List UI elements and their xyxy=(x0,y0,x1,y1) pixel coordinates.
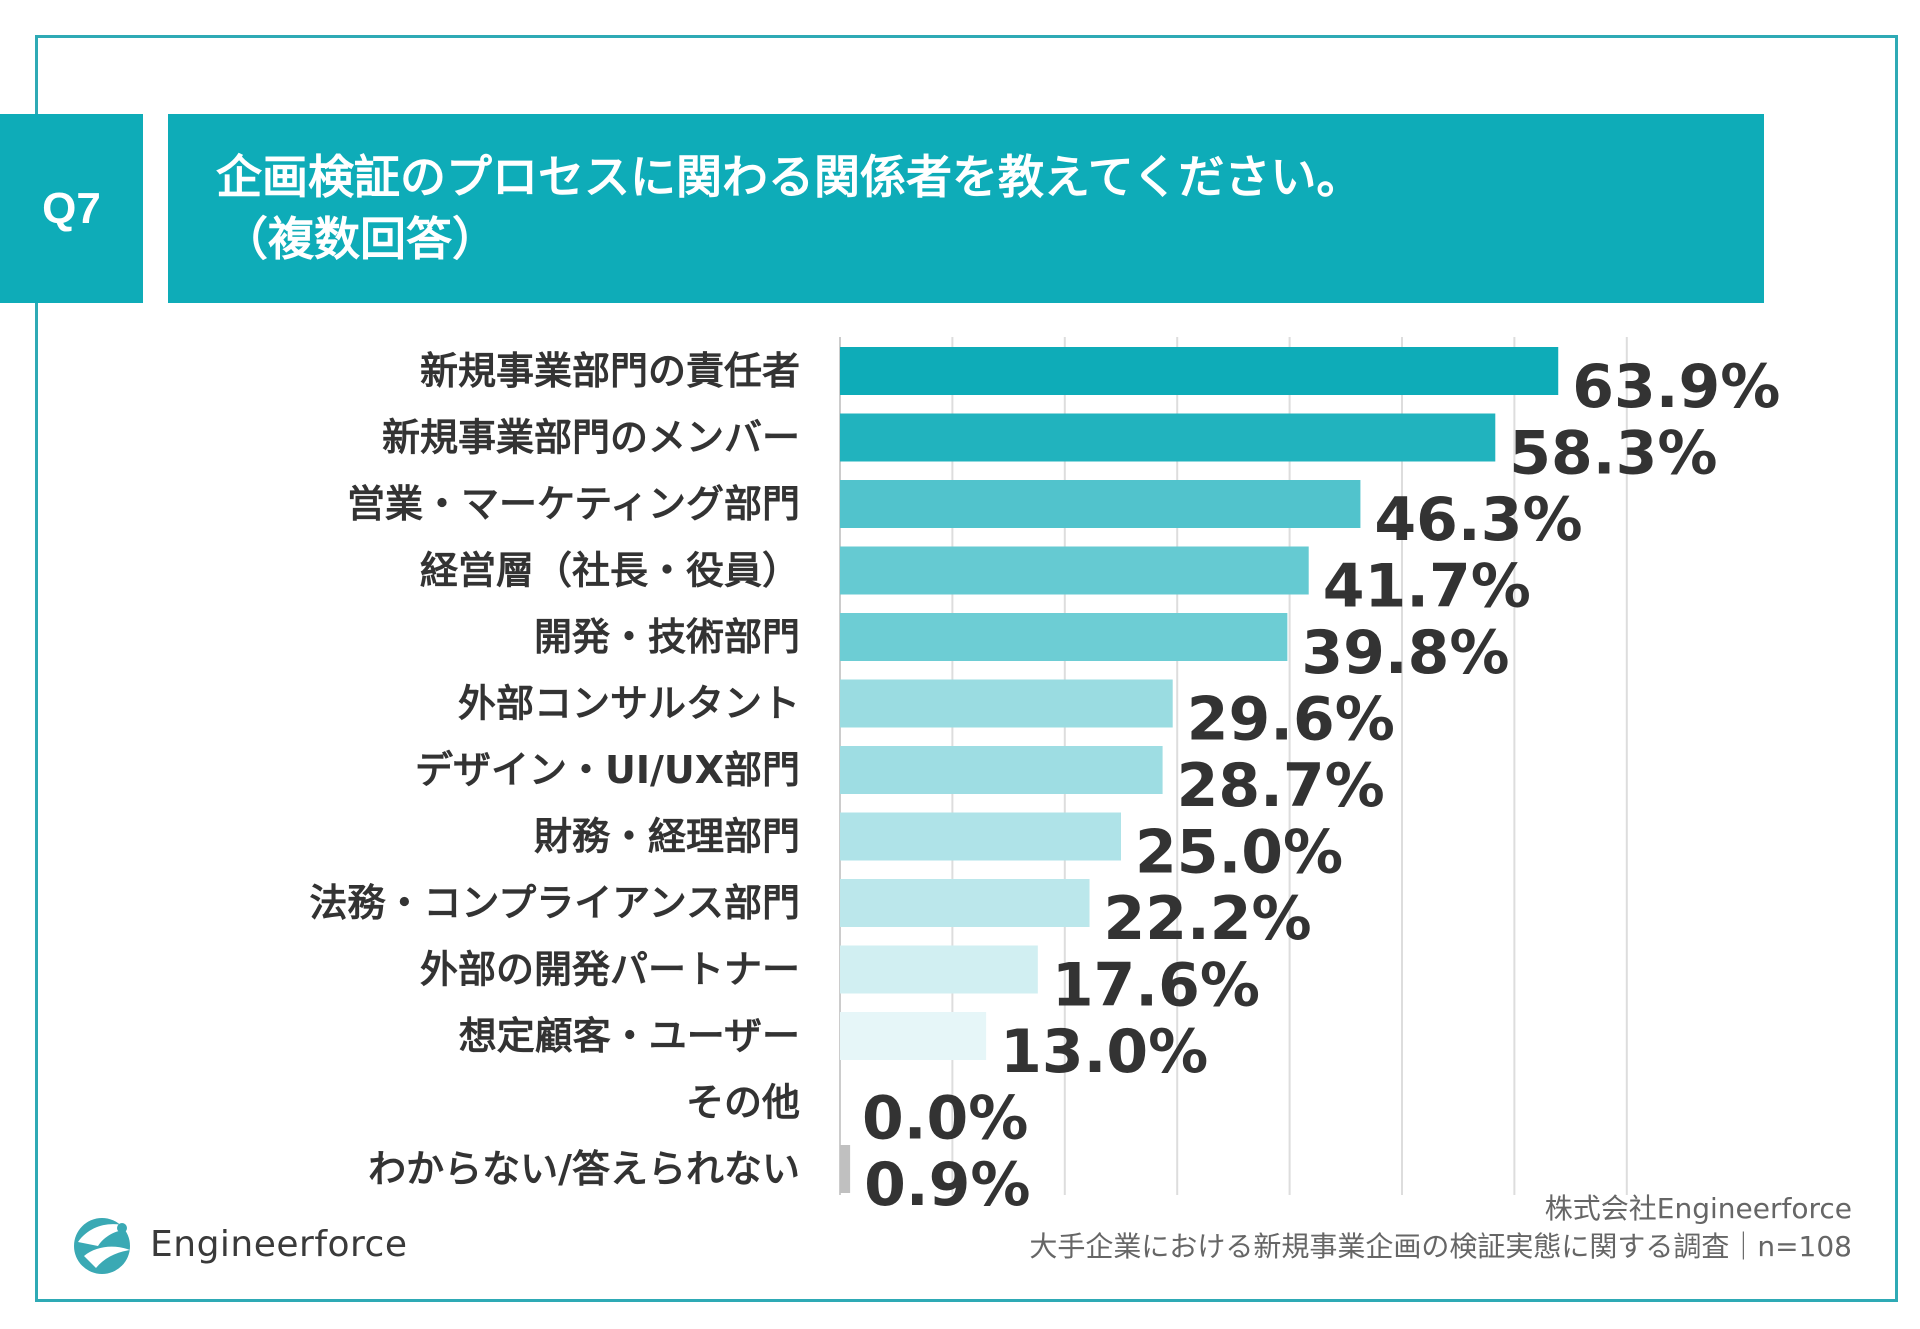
value-label: 0.0% xyxy=(862,1084,1028,1154)
logo-wordmark: Engineerforce xyxy=(150,1223,408,1265)
bars xyxy=(840,347,1559,1193)
category-label: 法務・コンプライアンス部門 xyxy=(309,881,800,925)
bar xyxy=(840,413,1496,462)
category-label: デザイン・UI/UX部門 xyxy=(415,748,800,792)
value-label: 46.3% xyxy=(1374,485,1582,555)
bar xyxy=(840,812,1121,861)
company-logo: Engineerforce xyxy=(70,1212,407,1276)
survey-info: 大手企業における新規事業企画の検証実態に関する調査｜n=108 xyxy=(1029,1230,1852,1263)
bar xyxy=(840,1145,851,1193)
category-label: その他 xyxy=(686,1081,800,1125)
category-label: 営業・マーケティング部門 xyxy=(347,482,800,526)
value-label: 58.3% xyxy=(1509,419,1717,489)
value-label: 22.2% xyxy=(1104,884,1312,954)
bar xyxy=(840,1012,987,1060)
bar xyxy=(840,945,1038,994)
bar xyxy=(840,879,1090,927)
question-title: 企画検証のプロセスに関わる関係者を教えてください。 xyxy=(216,150,1363,204)
labels: 新規事業部門の責任者 63.9% 新規事業部門のメンバー 58.3% 営業・マーケティン… xyxy=(309,349,1780,1220)
bar xyxy=(840,679,1173,728)
value-label: 41.7% xyxy=(1323,552,1531,622)
bar xyxy=(840,480,1361,528)
category-label: 新規事業部門の責任者 xyxy=(420,349,800,393)
outer-frame xyxy=(35,35,1898,1302)
question-badge: Q7 xyxy=(0,114,143,303)
category-label: 財務・経理部門 xyxy=(534,815,800,859)
bar xyxy=(840,746,1163,794)
value-label: 63.9% xyxy=(1572,352,1780,422)
value-label: 17.6% xyxy=(1052,951,1260,1021)
category-label: 外部コンサルタント xyxy=(458,682,800,726)
bar xyxy=(840,613,1288,661)
value-label: 39.8% xyxy=(1301,618,1509,688)
bar xyxy=(840,347,1559,395)
value-label: 28.7% xyxy=(1177,751,1385,821)
company-name: 株式会社Engineerforce xyxy=(1544,1192,1852,1225)
value-label: 25.0% xyxy=(1135,818,1343,888)
value-label: 0.9% xyxy=(864,1150,1030,1220)
category-label: 想定顧客・ユーザー xyxy=(459,1014,800,1058)
category-label: 経営層（社長・役員） xyxy=(420,549,800,593)
category-label: わからない/答えられない xyxy=(368,1147,800,1191)
title-banner: 企画検証のプロセスに関わる関係者を教えてください。 （複数回答） xyxy=(168,114,1764,303)
value-label: 29.6% xyxy=(1187,685,1395,755)
value-label: 13.0% xyxy=(1000,1017,1208,1087)
category-label: 開発・技術部門 xyxy=(534,615,800,659)
source-note: 株式会社Engineerforce 大手企業における新規事業企画の検証実態に関す… xyxy=(1029,1190,1852,1266)
question-subtitle: （複数回答） xyxy=(222,212,498,266)
category-label: 外部の開発パートナー xyxy=(420,948,800,992)
category-label: 新規事業部門のメンバー xyxy=(382,416,800,460)
logo-bird-icon xyxy=(74,1218,136,1274)
bar xyxy=(840,546,1309,595)
